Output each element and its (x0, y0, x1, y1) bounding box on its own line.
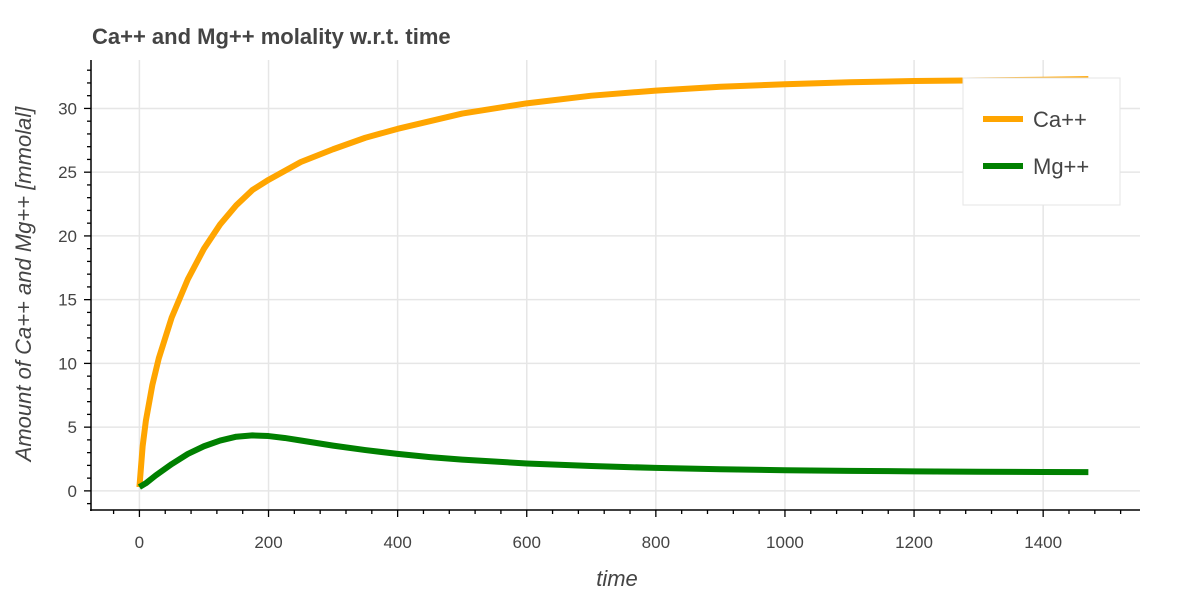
x-tick-label: 1000 (766, 533, 804, 552)
y-tick-label: 5 (68, 418, 77, 437)
y-tick-label: 25 (58, 163, 77, 182)
series-line-mg (137, 432, 1089, 490)
y-tick-label: 30 (58, 99, 77, 118)
y-tick-label: 10 (58, 354, 77, 373)
y-axis-label: Amount of Ca++ and Mg++ [mmolal] (11, 106, 36, 464)
legend-label-mg: Mg++ (1033, 154, 1089, 179)
axes: 0 200 400 600 800 1000 1200 1400 0 5 10 15 20 25 30 (58, 60, 1140, 552)
x-tick-label: 1200 (895, 533, 933, 552)
y-tick-label: 15 (58, 291, 77, 310)
chart-title: Ca++ and Mg++ molality w.r.t. time (92, 24, 451, 49)
x-tick-label: 400 (383, 533, 411, 552)
x-tick-label: 0 (135, 533, 144, 552)
series-lines (136, 76, 1089, 490)
x-tick-label: 1400 (1024, 533, 1062, 552)
x-axis-label: time (596, 566, 638, 591)
x-tick-label: 800 (642, 533, 670, 552)
y-tick-label: 20 (58, 227, 77, 246)
x-tick-label: 200 (254, 533, 282, 552)
legend-label-ca: Ca++ (1033, 107, 1087, 132)
legend: Ca++ Mg++ (962, 77, 1121, 206)
x-tick-label: 600 (513, 533, 541, 552)
y-tick-label: 0 (68, 482, 77, 501)
series-line-ca (136, 76, 1089, 488)
legend-box (962, 77, 1121, 206)
